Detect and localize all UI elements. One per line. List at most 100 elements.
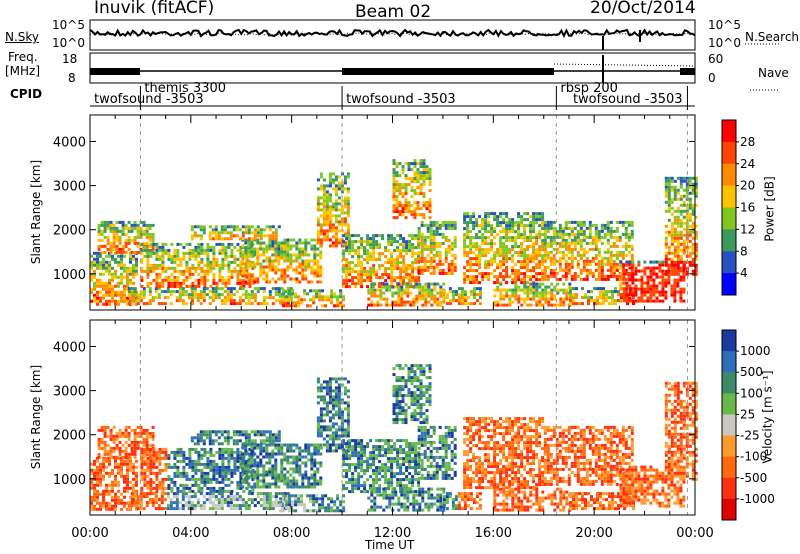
velocity-cell bbox=[112, 449, 116, 453]
power-cell bbox=[319, 172, 323, 176]
velocity-cell bbox=[227, 450, 231, 454]
power-cell bbox=[429, 250, 433, 254]
power-cell bbox=[463, 266, 467, 270]
power-cell bbox=[173, 266, 177, 270]
power-cell bbox=[369, 270, 373, 274]
power-cell bbox=[277, 287, 281, 291]
power-cell bbox=[416, 186, 420, 190]
power-cell bbox=[202, 225, 206, 229]
power-cell bbox=[120, 257, 123, 261]
power-cell bbox=[496, 233, 500, 237]
power-cell bbox=[142, 293, 146, 297]
power-cell bbox=[190, 234, 194, 238]
power-cell bbox=[410, 213, 414, 217]
velocity-cell bbox=[120, 492, 123, 496]
power-cell bbox=[487, 248, 491, 252]
power-cell bbox=[466, 275, 470, 279]
velocity-cell bbox=[206, 450, 210, 454]
power-cell bbox=[547, 303, 551, 307]
power-cell bbox=[310, 271, 314, 275]
power-cell bbox=[411, 273, 415, 277]
velocity-cell bbox=[209, 489, 213, 493]
velocity-cell bbox=[223, 498, 227, 502]
power-cell bbox=[346, 214, 350, 218]
power-cell bbox=[206, 248, 210, 252]
power-cell bbox=[597, 250, 601, 254]
power-cell bbox=[392, 192, 396, 196]
power-cell bbox=[339, 301, 343, 305]
power-cell bbox=[239, 254, 243, 258]
velocity-cell bbox=[133, 492, 137, 496]
power-cell bbox=[676, 248, 680, 252]
power-cell bbox=[688, 185, 692, 189]
power-cell bbox=[529, 291, 533, 295]
power-cell bbox=[155, 278, 159, 282]
power-cell bbox=[114, 269, 117, 273]
power-cell bbox=[325, 202, 329, 206]
power-cell bbox=[307, 262, 311, 266]
power-cell bbox=[199, 228, 203, 232]
power-cell bbox=[549, 262, 553, 266]
velocity-cell bbox=[233, 450, 237, 454]
power-cell bbox=[187, 296, 191, 300]
power-cell bbox=[685, 245, 689, 249]
power-cell bbox=[460, 290, 464, 294]
power-cell bbox=[316, 208, 320, 212]
power-cell bbox=[304, 259, 308, 263]
velocity-cell bbox=[163, 492, 167, 496]
power-cell bbox=[96, 263, 99, 267]
power-cell bbox=[609, 253, 613, 257]
power-cell bbox=[436, 291, 440, 295]
velocity-cell bbox=[170, 465, 174, 469]
power-cell bbox=[334, 208, 338, 212]
power-cell bbox=[538, 300, 542, 304]
power-cell bbox=[606, 232, 610, 236]
power-cell bbox=[646, 287, 650, 291]
velocity-cell bbox=[191, 459, 195, 463]
power-cell bbox=[295, 247, 299, 251]
power-cell bbox=[354, 252, 358, 256]
power-cell bbox=[679, 218, 683, 222]
power-cell bbox=[673, 293, 677, 297]
power-cell bbox=[208, 225, 212, 229]
power-cell bbox=[363, 240, 367, 244]
power-cell bbox=[286, 244, 290, 248]
power-cell bbox=[447, 226, 451, 230]
power-cell bbox=[114, 302, 117, 306]
power-cell bbox=[646, 296, 650, 300]
power-cell bbox=[360, 237, 364, 241]
power-cell bbox=[624, 268, 628, 272]
power-cell bbox=[304, 277, 308, 281]
power-cell bbox=[211, 231, 215, 235]
power-cell bbox=[444, 238, 448, 242]
power-cell bbox=[211, 237, 215, 241]
power-cell bbox=[346, 199, 350, 203]
power-cell bbox=[298, 253, 302, 257]
power-cell bbox=[96, 281, 99, 285]
velocity-cell bbox=[194, 468, 198, 472]
power-cell bbox=[414, 237, 418, 241]
velocity-cell bbox=[259, 464, 263, 468]
power-cell bbox=[402, 255, 406, 259]
velocity-cell bbox=[268, 495, 272, 499]
power-cell bbox=[375, 234, 379, 238]
power-cell bbox=[310, 259, 314, 263]
power-cell bbox=[679, 278, 683, 282]
power-cell bbox=[363, 252, 367, 256]
power-cell bbox=[188, 266, 192, 270]
power-cell bbox=[334, 202, 338, 206]
power-cell bbox=[475, 281, 479, 285]
power-cell bbox=[416, 168, 420, 172]
velocity-cell bbox=[105, 465, 108, 469]
power-cell bbox=[280, 256, 284, 260]
power-cell bbox=[123, 263, 126, 267]
velocity-cell bbox=[145, 434, 149, 438]
velocity-cell bbox=[274, 467, 278, 471]
power-cell bbox=[93, 299, 96, 303]
power-cell bbox=[372, 267, 376, 271]
power-cell bbox=[667, 194, 671, 198]
power-cell bbox=[127, 302, 131, 306]
velocity-cell bbox=[120, 501, 123, 505]
power-cell bbox=[167, 266, 171, 270]
power-cell bbox=[673, 260, 677, 264]
